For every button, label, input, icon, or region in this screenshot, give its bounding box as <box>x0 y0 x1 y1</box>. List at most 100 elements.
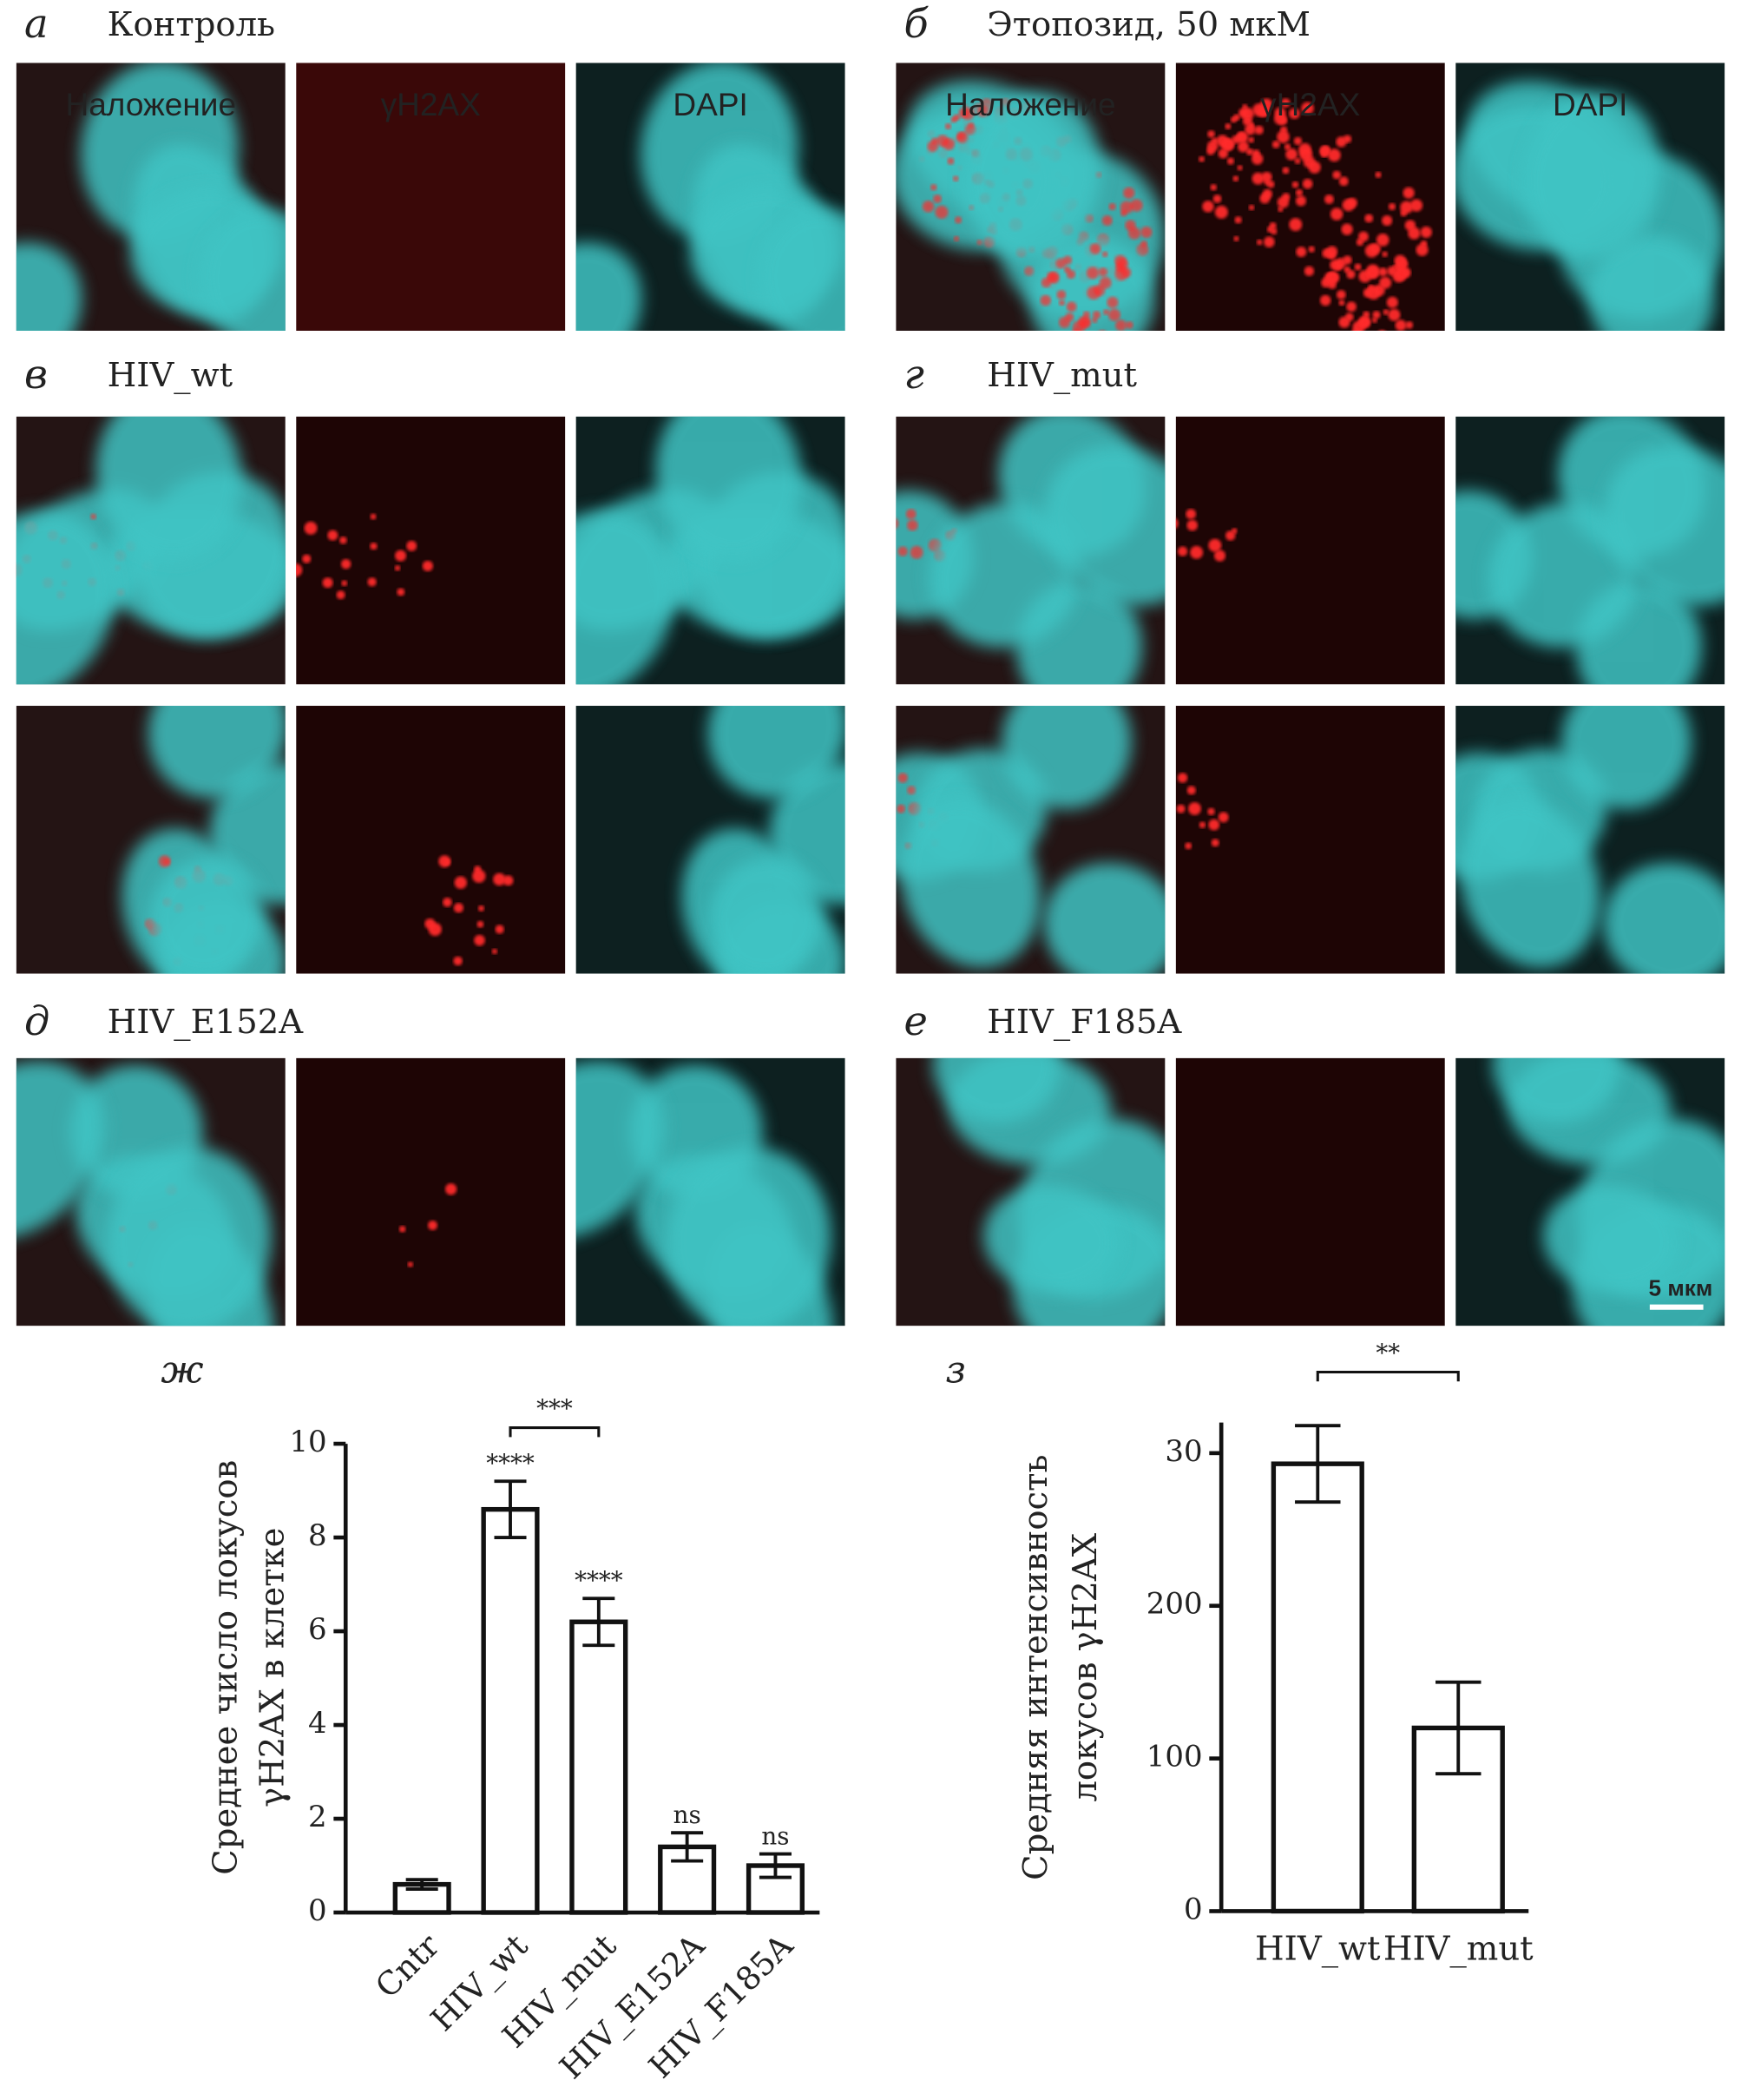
focus <box>491 948 498 955</box>
micrograph-bg <box>296 63 566 332</box>
micrograph <box>575 63 845 332</box>
focus <box>1387 266 1397 276</box>
focus <box>1375 171 1382 178</box>
significance-label: *** <box>536 1394 573 1423</box>
focus <box>1308 161 1321 174</box>
panel-title: Контроль <box>108 5 275 44</box>
focus <box>1213 550 1226 562</box>
focus <box>1087 334 1099 346</box>
focus <box>1280 98 1291 108</box>
nucleus <box>1460 800 1600 968</box>
focus <box>1346 269 1356 280</box>
focus <box>1308 246 1315 253</box>
nucleus <box>900 800 1041 968</box>
focus <box>867 810 874 817</box>
focus <box>1210 184 1217 191</box>
focus <box>1178 546 1188 556</box>
nucleus <box>1604 445 1725 607</box>
nucleus <box>16 242 82 332</box>
focus <box>1099 276 1112 289</box>
focus <box>1208 538 1222 552</box>
focus <box>454 876 468 889</box>
focus <box>1087 286 1100 300</box>
focus <box>1257 106 1269 117</box>
focus <box>1296 247 1307 258</box>
focus <box>304 521 318 535</box>
focus <box>1127 227 1141 240</box>
focus <box>1264 236 1275 248</box>
channel-label: DAPI <box>1553 86 1627 122</box>
focus <box>1320 145 1330 155</box>
focus <box>1382 251 1388 258</box>
focus <box>1252 149 1260 158</box>
focus <box>1241 107 1254 120</box>
focus <box>943 138 956 150</box>
focus <box>1277 130 1290 143</box>
focus <box>1366 286 1381 300</box>
error-bar <box>582 1596 615 1648</box>
focus <box>1359 317 1370 328</box>
focus <box>1099 332 1107 341</box>
panel-title: HIV_F185A <box>987 1003 1182 1042</box>
focus <box>1284 143 1291 150</box>
focus <box>1388 202 1396 211</box>
focus <box>1231 528 1238 534</box>
focus <box>395 550 407 562</box>
focus <box>1114 254 1127 267</box>
error-bar <box>1436 1680 1481 1776</box>
focus <box>1343 135 1352 143</box>
focus <box>953 235 960 242</box>
focus <box>1202 201 1214 213</box>
nucleus <box>1002 706 1132 810</box>
nucleus <box>1044 445 1166 607</box>
focus <box>1420 226 1432 239</box>
focus <box>1079 335 1087 343</box>
focus <box>953 175 959 182</box>
error-bar <box>405 1878 438 1891</box>
focus <box>90 513 97 520</box>
y-tick-label: 2 <box>308 1800 327 1834</box>
focus <box>897 804 906 813</box>
focus <box>476 920 484 928</box>
focus <box>1248 204 1255 211</box>
focus <box>1245 123 1256 135</box>
error-bar <box>759 1852 792 1879</box>
focus <box>1207 130 1215 138</box>
focus <box>944 123 952 130</box>
focus <box>1186 786 1196 795</box>
focus <box>302 554 312 563</box>
focus <box>1186 509 1197 520</box>
focus <box>1211 839 1219 847</box>
nucleus <box>1523 92 1661 260</box>
focus <box>907 786 916 795</box>
focus <box>1101 214 1113 227</box>
focus <box>1327 272 1340 284</box>
nucleus <box>708 857 825 974</box>
panel-letter: в <box>24 351 48 398</box>
focus <box>339 536 347 544</box>
nucleus <box>16 1061 105 1240</box>
focus <box>1120 201 1133 214</box>
focus <box>910 545 923 559</box>
focus <box>1359 335 1367 343</box>
focus <box>1107 296 1119 308</box>
micrograph <box>896 63 1166 350</box>
focus <box>341 580 348 587</box>
focus <box>158 855 171 868</box>
x-tick-label: HIV_wt <box>1255 1930 1381 1969</box>
focus <box>1087 267 1100 280</box>
focus <box>1077 344 1083 350</box>
focus <box>1089 243 1101 254</box>
nucleus <box>655 416 802 561</box>
focus <box>1264 179 1271 186</box>
focus <box>336 590 345 600</box>
focus <box>1238 141 1249 153</box>
focus <box>1226 157 1235 165</box>
focus <box>1388 308 1401 321</box>
focus <box>964 123 976 135</box>
micrograph <box>896 1057 1166 1326</box>
focus <box>1254 125 1264 135</box>
micrograph <box>296 416 566 685</box>
micrograph-bg <box>296 416 566 685</box>
